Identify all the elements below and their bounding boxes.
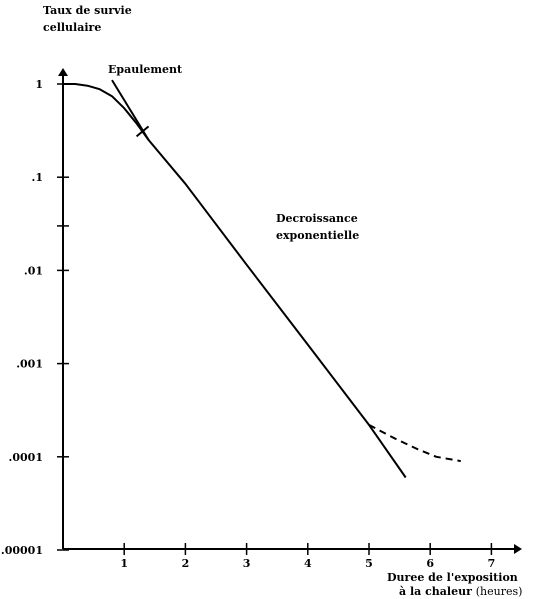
x-axis-label-line1: Duree de l'exposition — [387, 571, 518, 584]
x-tick-label: 3 — [243, 557, 251, 570]
y-tick-label: .1 — [32, 171, 43, 184]
y-tick-label: .001 — [16, 358, 43, 371]
x-tick-label: 6 — [426, 557, 434, 570]
x-tick-label: 5 — [365, 557, 373, 570]
x-axis-unit: (heures) — [475, 585, 523, 598]
y-axis-label-line1: Taux de survie — [43, 4, 132, 17]
x-axis-label-line2: à la chaleur (heures) — [399, 585, 522, 599]
survival-curve-dashed — [368, 424, 461, 463]
annotation-shoulder: Epaulement — [108, 63, 183, 76]
y-axis-label-line2: cellulaire — [43, 21, 102, 34]
tangent-intersection-mark — [135, 125, 150, 138]
x-tick-label: 2 — [182, 557, 190, 570]
annotation-decay-line2: exponentielle — [276, 229, 360, 242]
annotation-decay-line1: Decroissance — [276, 212, 358, 225]
survival-curve — [63, 83, 407, 479]
ticks: 1 .1 .01 .001 .0001 .00001 1 2 3 4 5 6 7 — [1, 78, 495, 570]
y-tick-label: .00001 — [1, 544, 43, 557]
x-axis-label-bold: à la chaleur — [399, 585, 472, 598]
x-tick-label: 7 — [488, 557, 496, 570]
y-tick-label: .0001 — [9, 451, 43, 464]
x-tick-label: 1 — [120, 557, 128, 570]
curves — [63, 79, 461, 479]
x-axis-arrow — [514, 544, 522, 554]
axes — [58, 68, 522, 554]
y-tick-label: 1 — [35, 78, 43, 91]
y-tick-label: .01 — [24, 264, 43, 277]
x-tick-label: 4 — [304, 557, 312, 570]
y-axis-arrow — [58, 68, 68, 76]
